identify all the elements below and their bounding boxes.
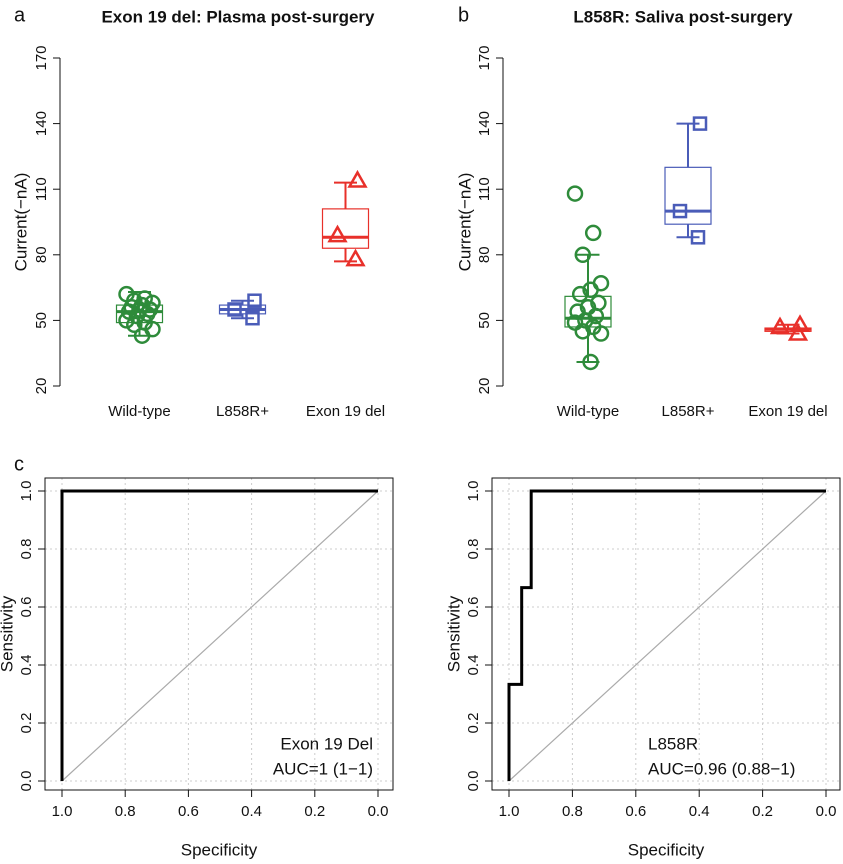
y-tick-label: 50: [476, 312, 493, 329]
point: [227, 302, 242, 317]
y-axis-label: Current(−nA): [455, 173, 474, 272]
x-tick-label: Exon 19 del: [748, 403, 827, 420]
y-tick-label: 0.8: [465, 539, 482, 560]
x-tick-label: 0.4: [689, 803, 710, 820]
box: [664, 166, 712, 225]
y-tick-label: 110: [33, 177, 50, 201]
y-tick-label: 20: [476, 378, 493, 395]
point: [245, 310, 260, 326]
y-tick-label: 0.8: [18, 539, 35, 560]
y-axis-label: Sensitivity: [0, 595, 16, 672]
plot-frame: [44, 477, 394, 791]
y-tick-label: 1.0: [465, 481, 482, 502]
x-tick-label: L858R+: [662, 403, 715, 420]
point: [327, 224, 348, 243]
panel-label: c: [14, 453, 24, 475]
chart-title: L858R: Saliva post-surgery: [573, 7, 793, 26]
x-axis-label: Specificity: [628, 840, 705, 859]
y-tick-label: 110: [476, 177, 493, 201]
y-tick-label: 50: [33, 312, 50, 329]
point: [592, 274, 610, 292]
y-tick-label: 1.0: [18, 481, 35, 502]
x-tick-label: Exon 19 del: [306, 403, 385, 420]
x-tick-label: 0.6: [178, 803, 199, 820]
point: [672, 203, 688, 219]
y-tick-label: 0.0: [18, 771, 35, 792]
y-tick-label: 140: [33, 111, 50, 136]
y-tick-label: 170: [476, 45, 493, 70]
y-tick-label: 170: [33, 45, 50, 70]
x-tick-label: 0.0: [368, 803, 389, 820]
y-tick-label: 0.2: [18, 713, 35, 734]
x-axis-label: Specificity: [181, 840, 258, 859]
point: [139, 305, 156, 323]
y-axis-label: Current(−nA): [11, 173, 30, 272]
point: [769, 316, 791, 335]
roc-curve: [60, 489, 378, 781]
y-tick-label: 0.2: [465, 713, 482, 734]
box: [321, 208, 370, 249]
point: [690, 230, 706, 245]
y-tick-label: 80: [476, 246, 493, 263]
x-tick-label: Wild-type: [108, 403, 171, 420]
y-tick-label: 80: [33, 246, 50, 263]
annotation: Exon 19 Del: [280, 734, 373, 753]
x-tick-label: 0.0: [816, 803, 837, 820]
point: [574, 246, 592, 264]
x-tick-label: 0.2: [304, 803, 325, 820]
point: [566, 185, 584, 202]
x-tick-label: 1.0: [52, 803, 73, 820]
point: [787, 323, 809, 341]
y-tick-label: 0.6: [18, 597, 35, 618]
y-tick-label: 0.6: [465, 597, 482, 618]
point: [692, 116, 708, 131]
x-tick-label: 0.4: [241, 803, 262, 820]
plot-frame: [491, 477, 841, 791]
x-tick-label: 0.2: [752, 803, 773, 820]
reference-diagonal: [508, 490, 827, 782]
point: [582, 353, 599, 371]
x-tick-label: 0.8: [562, 803, 583, 820]
reference-diagonal: [61, 490, 379, 782]
chart-title: Exon 19 del: Plasma post-surgery: [101, 7, 375, 26]
point: [582, 281, 599, 299]
x-tick-label: 0.8: [115, 803, 136, 820]
point: [592, 325, 610, 342]
point: [345, 248, 366, 267]
x-tick-label: 0.6: [625, 803, 646, 820]
y-tick-label: 140: [476, 111, 493, 136]
roc-curve: [507, 489, 826, 781]
point: [584, 224, 602, 242]
point: [133, 327, 151, 344]
point: [126, 316, 143, 334]
annotation: L858R: [648, 734, 698, 753]
x-tick-label: L858R+: [216, 403, 269, 420]
panel-label: b: [458, 4, 469, 26]
y-axis-label: Sensitivity: [444, 595, 463, 672]
annotation: AUC=0.96 (0.88−1): [648, 759, 795, 778]
annotation: AUC=1 (1−1): [273, 759, 373, 778]
panel-label: a: [14, 4, 26, 26]
point: [247, 293, 262, 308]
y-tick-label: 0.4: [18, 655, 35, 676]
point: [587, 307, 605, 325]
y-tick-label: 0.0: [465, 771, 482, 792]
y-tick-label: 20: [33, 378, 50, 395]
x-tick-label: 1.0: [499, 803, 520, 820]
point: [347, 169, 368, 188]
x-tick-label: Wild-type: [557, 403, 620, 420]
point: [574, 323, 592, 340]
point: [571, 285, 589, 303]
y-tick-label: 0.4: [465, 655, 482, 676]
